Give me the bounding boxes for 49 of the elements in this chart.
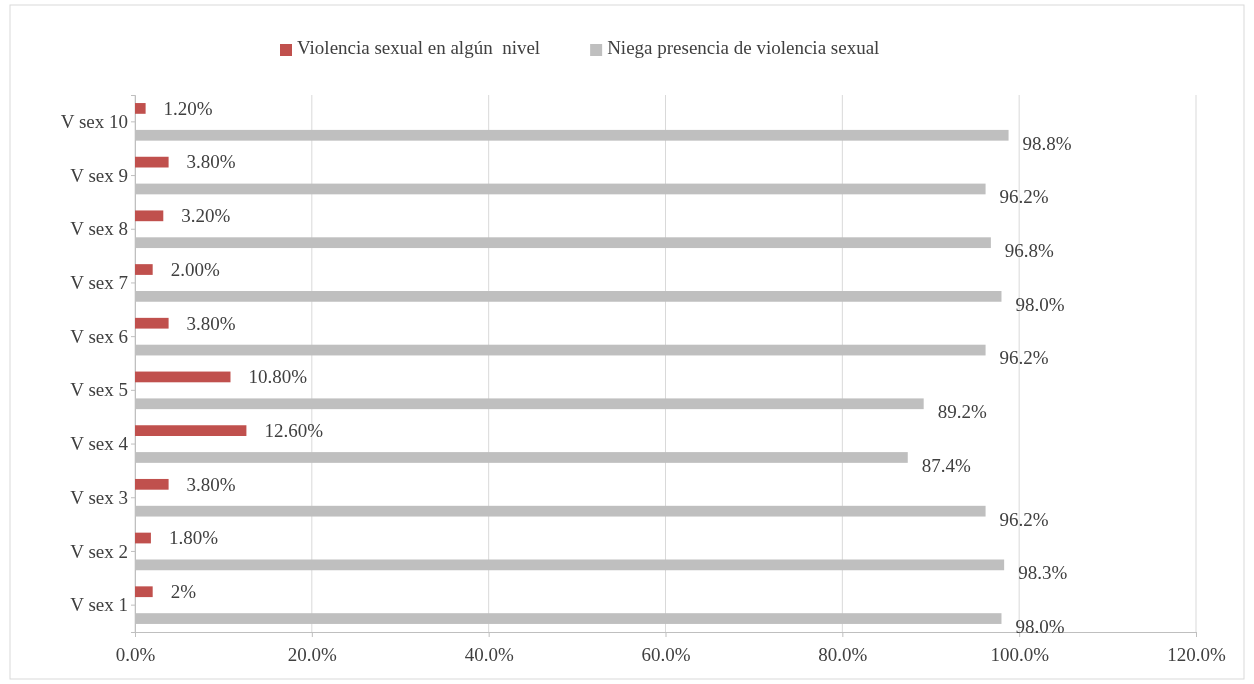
y-tick-label: V sex 6 <box>70 325 128 347</box>
y-tick-label: V sex 8 <box>70 218 128 240</box>
legend-label: Violencia sexual en algún nivel <box>297 37 541 59</box>
bar <box>135 103 146 114</box>
y-tick-label: V sex 10 <box>60 110 128 132</box>
y-tick-label: V sex 7 <box>70 272 128 294</box>
data-label: 87.4% <box>921 454 972 476</box>
data-label: 98.0% <box>1015 293 1065 315</box>
data-label: 10.80% <box>248 366 308 388</box>
bar <box>135 478 169 490</box>
y-tick-label: V sex 3 <box>70 486 128 508</box>
x-tick-label: 60.0% <box>641 643 691 665</box>
data-label: 2.00% <box>170 258 220 280</box>
y-tick-label: V sex 4 <box>70 433 129 455</box>
data-label: 98.0% <box>1015 615 1065 637</box>
bar <box>135 371 231 383</box>
bar <box>135 156 169 168</box>
y-tick-label: V sex 1 <box>70 594 128 616</box>
x-tick-label: 40.0% <box>464 643 514 665</box>
data-label: 3.20% <box>181 205 231 227</box>
y-tick-label: V sex 9 <box>70 164 128 186</box>
data-label: 1.20% <box>163 97 213 119</box>
x-tick-label: 120.0% <box>1167 643 1226 665</box>
bar <box>135 586 153 598</box>
data-label: 98.8% <box>1022 132 1072 154</box>
bar <box>135 210 164 222</box>
legend-label: Niega presencia de violencia sexual <box>607 37 880 59</box>
x-tick-label: 20.0% <box>287 643 338 665</box>
data-label: 98.3% <box>1018 562 1068 584</box>
data-label: 96.2% <box>999 186 1049 208</box>
y-tick-label: V sex 2 <box>70 540 128 562</box>
x-tick-label: 100.0% <box>990 643 1050 665</box>
bar <box>135 317 169 329</box>
data-label: 2% <box>170 581 197 603</box>
bar <box>135 532 151 544</box>
data-label: 96.2% <box>999 347 1049 369</box>
data-label: 1.80% <box>168 527 219 549</box>
data-label: 3.80% <box>186 473 236 495</box>
data-label: 12.60% <box>264 419 324 441</box>
x-tick-label: 80.0% <box>818 643 868 665</box>
data-label: 96.2% <box>999 508 1049 530</box>
data-label: 3.80% <box>186 151 236 173</box>
data-label: 96.8% <box>1004 240 1055 262</box>
data-label: 3.80% <box>186 312 236 334</box>
bar <box>135 425 247 436</box>
bar <box>135 264 153 275</box>
data-label: 89.2% <box>937 401 987 423</box>
y-tick-label: V sex 5 <box>70 379 128 401</box>
x-tick-label: 0.0% <box>115 643 156 665</box>
